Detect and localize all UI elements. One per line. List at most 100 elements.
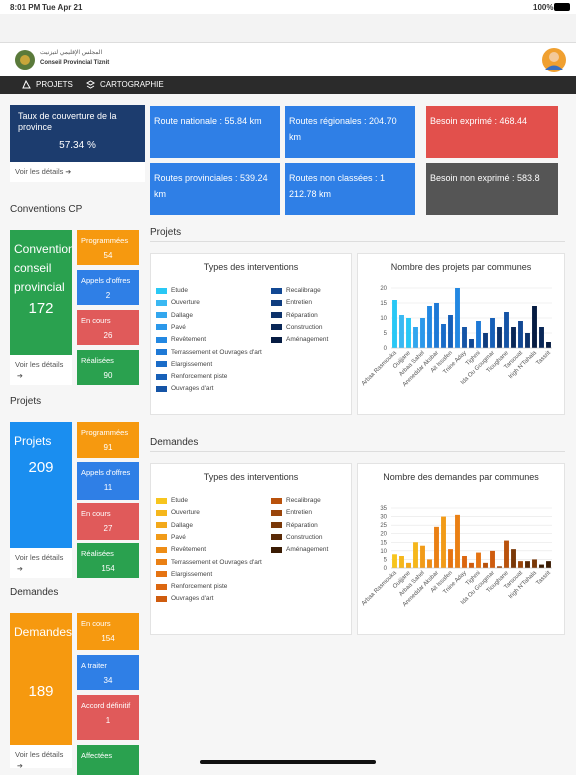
panel-title: Types des interventions [203, 472, 299, 482]
bar [546, 561, 551, 568]
details-link[interactable]: Voir les détails [10, 548, 72, 578]
status-tile[interactable]: En cours 154 [77, 613, 139, 650]
arrow-icon [15, 563, 67, 575]
nav-projets[interactable]: PROJETS [22, 80, 73, 89]
road-tile[interactable]: Routes régionales : 204.70 km [285, 106, 415, 158]
bar [532, 559, 537, 568]
legend-label: Pavé [171, 323, 186, 331]
tile-value: 54 [103, 251, 113, 260]
legend-item: Ouverture [156, 299, 200, 306]
legend-item: Revêtement [156, 336, 206, 343]
status-tile[interactable]: Appels d'offres 2 [77, 270, 139, 305]
road-tile[interactable]: Routes provinciales : 539.24 km [150, 163, 280, 215]
time: 8:01 PM [10, 3, 41, 12]
summary-card[interactable]: Conventions du conseil provincial 172 [10, 230, 72, 355]
legend-label: Entretien [286, 299, 313, 307]
bar [532, 306, 537, 348]
arrow-icon [15, 760, 67, 772]
tile-label: En cours [81, 619, 111, 628]
legend-item: Pavé [156, 324, 186, 331]
bar [462, 556, 467, 568]
coverage-link[interactable]: Voir les détails [10, 162, 145, 182]
bar [434, 303, 439, 348]
tile-value: 26 [103, 331, 113, 340]
bar [420, 318, 425, 348]
legend-label: Ouvrages d'art [171, 595, 214, 603]
bar [462, 327, 467, 348]
divider [150, 241, 565, 242]
legend-label: Revêtement [171, 546, 207, 554]
details-link[interactable]: Voir les détails [10, 355, 72, 385]
bar [406, 318, 411, 348]
legend-swatch [156, 385, 167, 392]
card-title: Projets [14, 434, 52, 448]
bar [392, 554, 397, 568]
battery-icon [554, 3, 570, 11]
card-title: Demandes [14, 625, 72, 639]
bar [497, 566, 502, 568]
legend-item: Entretien [271, 299, 312, 306]
status-tile[interactable]: Accord définitif 1 [77, 695, 139, 740]
legend-swatch [156, 336, 167, 343]
panel-title: Types des interventions [203, 262, 299, 272]
chart-panel: Nombre des projets par communes 0 5 10 15 20 A… [357, 253, 565, 415]
bar [399, 315, 404, 348]
status-tile[interactable]: Affectées [77, 745, 139, 775]
bar [420, 545, 425, 568]
legend-swatch [156, 534, 167, 541]
bar [399, 556, 404, 568]
y-tick-label: 20 [380, 532, 387, 538]
home-indicator [200, 760, 376, 764]
summary-card[interactable]: Demandes 189 [10, 613, 72, 745]
status-tile[interactable]: Réalisées 154 [77, 543, 139, 578]
status-tile[interactable]: Réalisées 90 [77, 350, 139, 385]
road-tile[interactable]: Besoin exprimé : 468.44 [426, 106, 558, 158]
legend-label: Construction [286, 533, 323, 541]
status-tile[interactable]: Appels d'offres 11 [77, 462, 139, 500]
road-tile[interactable]: Besoin non exprimé : 583.8 [426, 163, 558, 215]
legend-swatch [156, 349, 167, 355]
legend-swatch [156, 299, 167, 306]
legend-label: Renforcement piste [171, 583, 228, 591]
bar [511, 327, 516, 348]
bar [441, 516, 446, 568]
legend-swatch [271, 299, 282, 306]
status-tile[interactable]: A traiter 34 [77, 655, 139, 690]
nav-label: PROJETS [36, 80, 73, 89]
tile-label: Programmées [81, 428, 129, 437]
bar [539, 564, 544, 568]
bar [497, 327, 502, 348]
y-tick-label: 25 [380, 523, 387, 529]
y-tick-label: 15 [380, 540, 387, 546]
legend-swatch [271, 534, 282, 541]
tile-value: 27 [103, 524, 113, 533]
details-link[interactable]: Voir les détails [10, 745, 72, 768]
road-tile[interactable]: Route nationale : 55.84 km [150, 106, 280, 158]
arrow-icon [63, 167, 71, 176]
legend-label: Entretien [286, 509, 313, 517]
summary-card[interactable]: Projets 209 [10, 422, 72, 548]
coverage-card[interactable]: Taux de couverture de la province 57.34 … [10, 105, 145, 162]
tile-value: 11 [103, 483, 113, 492]
bar [392, 300, 397, 348]
top-spacer [0, 14, 576, 42]
status-tile[interactable]: Programmées 54 [77, 230, 139, 265]
status-tile[interactable]: En cours 27 [77, 503, 139, 540]
bar [406, 562, 411, 568]
legend-item: Dallage [156, 312, 193, 319]
legend-item: Recalibrage [271, 287, 321, 294]
legend-swatch [156, 324, 167, 331]
status-tile[interactable]: Programmées 91 [77, 422, 139, 458]
status-tile[interactable]: En cours 26 [77, 310, 139, 345]
bar [483, 333, 488, 348]
chart-title: Nombre des projets par communes [390, 262, 532, 272]
x-tick-label: Tassrit [535, 570, 552, 587]
section-heading: Demandes [150, 437, 199, 448]
user-avatar[interactable] [541, 47, 567, 73]
nav-cartographie[interactable]: CARTOGRAPHIE [86, 80, 164, 89]
road-tile[interactable]: Routes non classées : 1 212.78 km [285, 163, 415, 215]
divider [150, 451, 565, 452]
legend-panel: Types des interventions Etude Ouverture Dal… [150, 463, 352, 635]
bar [427, 559, 432, 568]
